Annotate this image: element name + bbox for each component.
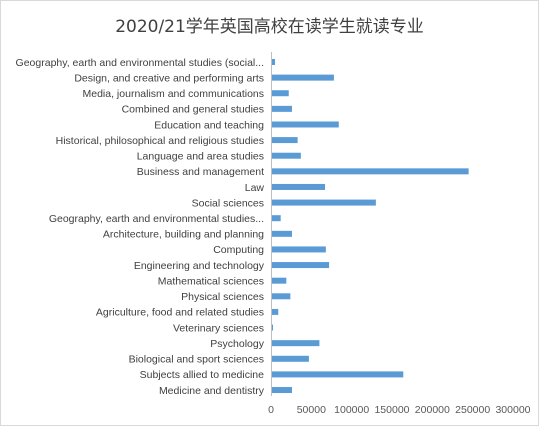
x-tick-label: 100000 (334, 404, 369, 416)
category-label: Computing (213, 244, 264, 256)
x-tick-label: 0 (268, 404, 274, 416)
chart-title: 2020/21学年英国高校在读学生就读专业 (115, 17, 424, 37)
x-tick-label: 50000 (297, 404, 326, 416)
bar (272, 371, 404, 378)
category-label: Psychology (210, 338, 264, 350)
category-label: Geography, earth and environmental studi… (49, 213, 264, 225)
x-tick-label: 250000 (455, 404, 490, 416)
bar (272, 121, 339, 128)
x-tick-label: 300000 (495, 404, 530, 416)
category-label: Combined and general studies (122, 104, 264, 116)
bar (272, 152, 301, 159)
category-label: Geography, earth and environmental studi… (16, 57, 264, 69)
category-label: Medicine and dentistry (159, 385, 265, 397)
category-label: Veterinary sciences (173, 322, 264, 334)
category-label: Education and teaching (154, 119, 264, 131)
category-label: Language and area studies (137, 151, 264, 163)
x-tick-label: 200000 (415, 404, 450, 416)
category-label: Architecture, building and planning (103, 229, 264, 241)
bar (272, 340, 320, 347)
bar (272, 90, 289, 97)
category-label: Agriculture, food and related studies (96, 307, 264, 319)
bar (272, 387, 292, 394)
category-label: Physical sciences (181, 291, 264, 303)
category-label: Design, and creative and performing arts (74, 72, 264, 84)
bar (272, 293, 291, 300)
bar (272, 230, 292, 237)
bar (272, 137, 298, 144)
category-label: Business and management (137, 166, 264, 178)
category-label: Media, journalism and communications (83, 88, 265, 100)
x-axis-tick-labels: 0 50000 100000 150000 200000 250000 300000 (268, 404, 531, 416)
category-labels: Geography, earth and environmental studi… (16, 57, 265, 397)
bar (272, 324, 273, 331)
bar (272, 355, 309, 362)
bar (272, 246, 326, 253)
bar (272, 74, 334, 81)
bar (272, 183, 326, 190)
bar (272, 59, 276, 65)
bar (272, 168, 469, 175)
plot-area (271, 52, 469, 396)
bar (272, 199, 376, 206)
category-label: Mathematical sciences (158, 275, 264, 287)
bar (272, 308, 279, 315)
category-label: Law (245, 182, 265, 194)
x-tick-label: 150000 (374, 404, 409, 416)
bar (272, 215, 281, 222)
category-label: Historical, philosophical and religious … (56, 135, 264, 147)
bar (272, 262, 330, 269)
category-label: Subjects allied to medicine (140, 369, 264, 381)
bar (272, 105, 292, 112)
bar (272, 277, 287, 284)
category-label: Biological and sport sciences (129, 354, 264, 366)
category-label: Social sciences (192, 197, 264, 209)
category-label: Engineering and technology (134, 260, 265, 272)
